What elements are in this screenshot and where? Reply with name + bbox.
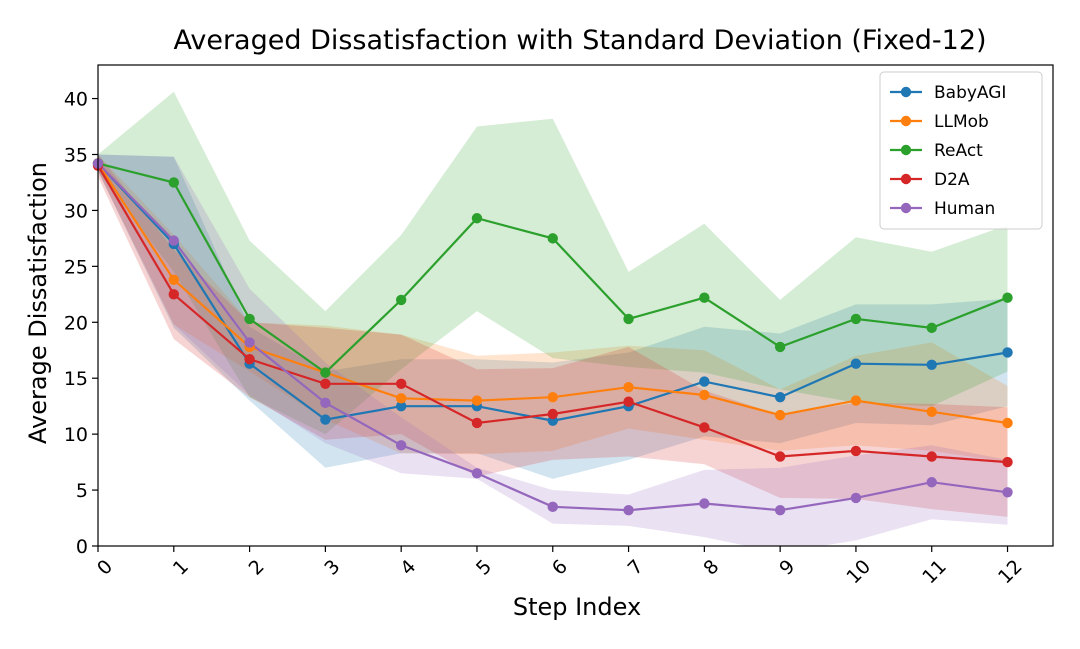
data-point-human bbox=[1002, 487, 1013, 498]
x-axis-label: Step Index bbox=[513, 593, 641, 621]
series-points bbox=[92, 158, 1013, 516]
data-point-human bbox=[623, 505, 634, 516]
data-point-d2a bbox=[926, 451, 937, 462]
data-point-human bbox=[244, 337, 255, 348]
y-tick-label: 0 bbox=[76, 536, 88, 558]
x-tick-label: 11 bbox=[918, 556, 951, 589]
data-point-react bbox=[168, 177, 179, 188]
data-point-d2a bbox=[244, 353, 255, 365]
x-axis-ticks: 0 1 2 3 4 5 6 7 8 9 10 11 12 bbox=[93, 546, 1027, 588]
data-point-human bbox=[320, 397, 331, 409]
legend-swatch-marker-d2a bbox=[900, 173, 912, 185]
data-point-react bbox=[926, 322, 937, 334]
data-point-llmob bbox=[774, 409, 786, 421]
y-axis-label: Average Dissatisfaction bbox=[24, 162, 52, 444]
x-tick-label: 2 bbox=[245, 556, 269, 580]
legend-swatch-marker-llmob bbox=[900, 115, 912, 127]
data-point-babyagi bbox=[699, 376, 710, 387]
y-tick-label: 30 bbox=[64, 200, 88, 222]
data-point-react bbox=[471, 213, 483, 224]
legend-label-human: Human bbox=[934, 199, 995, 219]
y-tick-label: 15 bbox=[64, 368, 88, 390]
data-point-human bbox=[168, 235, 179, 246]
data-point-react bbox=[395, 294, 407, 306]
data-point-llmob bbox=[547, 392, 558, 403]
data-point-d2a bbox=[1002, 456, 1013, 468]
data-point-d2a bbox=[168, 289, 179, 300]
y-tick-label: 35 bbox=[64, 144, 88, 166]
y-tick-label: 25 bbox=[64, 256, 88, 278]
x-tick-label: 7 bbox=[624, 556, 648, 580]
data-point-react bbox=[699, 292, 710, 303]
data-point-babyagi bbox=[926, 359, 937, 370]
legend: BabyAGI LLMob ReAct D2A Human bbox=[879, 71, 1043, 230]
y-axis-ticks: 0 5 10 15 20 25 30 35 40 bbox=[64, 89, 98, 558]
data-point-d2a bbox=[395, 378, 407, 390]
data-point-babyagi bbox=[774, 392, 786, 403]
data-point-d2a bbox=[547, 408, 558, 420]
data-point-react bbox=[774, 341, 786, 353]
legend-label-react: ReAct bbox=[934, 141, 983, 161]
x-tick-label: 10 bbox=[842, 556, 875, 589]
data-point-d2a bbox=[623, 396, 634, 407]
legend-box bbox=[879, 71, 1043, 230]
legend-label-d2a: D2A bbox=[934, 170, 970, 190]
x-tick-label: 4 bbox=[396, 556, 420, 580]
std-band-d2a bbox=[98, 154, 1008, 517]
x-tick-label: 0 bbox=[93, 556, 117, 580]
data-point-react bbox=[244, 313, 255, 325]
data-point-react bbox=[850, 313, 862, 325]
data-point-llmob bbox=[395, 393, 407, 404]
legend-label-babyagi: BabyAGI bbox=[934, 83, 1006, 103]
data-point-human bbox=[471, 468, 483, 479]
x-tick-label: 3 bbox=[320, 556, 344, 580]
data-point-llmob bbox=[850, 395, 862, 406]
data-point-human bbox=[395, 440, 407, 451]
legend-label-llmob: LLMob bbox=[934, 112, 989, 132]
data-point-d2a bbox=[850, 445, 862, 457]
x-tick-label: 8 bbox=[699, 556, 723, 580]
data-point-llmob bbox=[926, 406, 937, 417]
data-point-human bbox=[926, 477, 937, 488]
x-tick-label: 6 bbox=[548, 556, 572, 580]
legend-swatch-marker-react bbox=[900, 144, 912, 156]
x-tick-label: 5 bbox=[472, 556, 496, 580]
data-point-human bbox=[774, 505, 786, 516]
data-point-llmob bbox=[699, 389, 710, 401]
data-point-llmob bbox=[168, 274, 179, 285]
data-point-human bbox=[547, 501, 558, 513]
data-point-babyagi bbox=[320, 414, 331, 425]
data-point-react bbox=[547, 233, 558, 244]
data-point-human bbox=[699, 498, 710, 509]
data-point-llmob bbox=[471, 395, 483, 406]
data-point-babyagi bbox=[850, 358, 862, 369]
x-tick-label: 9 bbox=[775, 556, 799, 580]
data-point-llmob bbox=[623, 381, 634, 393]
plot-frame bbox=[97, 64, 1054, 547]
y-tick-label: 20 bbox=[64, 312, 88, 334]
data-point-babyagi bbox=[395, 400, 407, 412]
x-tick-label: 12 bbox=[994, 556, 1027, 589]
data-point-react bbox=[320, 367, 331, 378]
chart-title: Averaged Dissatisfaction with Standard D… bbox=[173, 25, 986, 56]
data-point-d2a bbox=[699, 422, 710, 433]
std-band-human bbox=[98, 154, 1008, 546]
data-point-llmob bbox=[1002, 417, 1013, 429]
y-tick-label: 5 bbox=[76, 480, 88, 502]
y-tick-label: 40 bbox=[64, 89, 88, 111]
data-point-d2a bbox=[320, 378, 331, 390]
data-point-react bbox=[623, 313, 634, 325]
data-point-react bbox=[1002, 292, 1013, 303]
data-point-d2a bbox=[471, 417, 483, 429]
legend-swatch-marker-human bbox=[900, 202, 912, 214]
y-tick-label: 10 bbox=[64, 424, 88, 446]
data-point-d2a bbox=[774, 451, 786, 462]
x-tick-label: 1 bbox=[169, 556, 193, 580]
data-point-human bbox=[850, 492, 862, 504]
data-point-babyagi bbox=[1002, 347, 1013, 358]
legend-swatch-marker-babyagi bbox=[900, 86, 912, 98]
